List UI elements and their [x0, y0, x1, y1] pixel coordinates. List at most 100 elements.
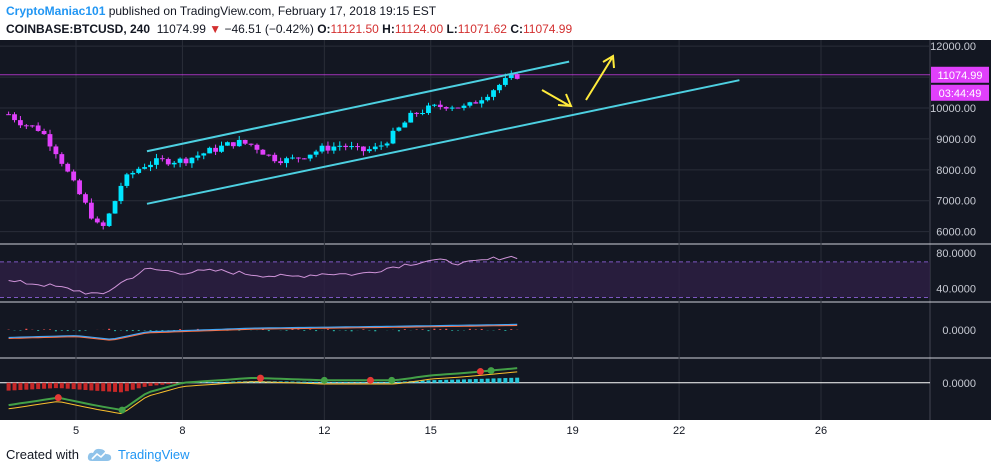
low-label: L: — [446, 22, 458, 36]
candle-body — [467, 102, 473, 106]
plot-background — [0, 40, 930, 420]
momentum-bar — [47, 382, 52, 389]
high-label: H: — [382, 22, 395, 36]
candle-body — [136, 168, 142, 173]
cross-dot — [118, 406, 126, 414]
chart-area[interactable]: 40.0000 80.0000 0.0000 0.0000 5 8 12 15 19 22 2… — [0, 40, 991, 440]
candle-body — [497, 84, 502, 91]
candle-body — [301, 158, 307, 160]
channel-upper-line — [146, 60, 570, 153]
x-tick-label: 22 — [673, 425, 685, 437]
candle-body — [479, 100, 485, 104]
created-with-text: Created with — [6, 447, 79, 462]
candle-body — [461, 105, 467, 108]
momentum-bar — [302, 381, 307, 383]
candle-body — [47, 134, 53, 147]
macd-tick-label: 0.0000 — [942, 325, 976, 337]
rsi-tick-label: 80.0000 — [936, 248, 976, 260]
symbol-label: COINBASE:BTCUSD, 240 — [6, 22, 151, 36]
x-tick-label: 15 — [425, 425, 437, 437]
price-tick-label: 7000.00 — [936, 196, 976, 208]
candle-body — [118, 185, 124, 202]
candle-body — [426, 105, 431, 114]
momentum-bar — [426, 380, 431, 383]
momentum-bar — [456, 379, 461, 383]
cross-dot — [487, 367, 495, 375]
rsi-tick-label: 40.0000 — [936, 284, 976, 296]
candle-body — [378, 145, 384, 147]
candle-body — [402, 122, 408, 128]
momentum-bar — [166, 382, 171, 385]
candle-body — [254, 144, 260, 150]
candle-body — [142, 167, 148, 169]
candle-body — [266, 154, 272, 156]
rsi-band — [0, 261, 930, 298]
momentum-bar — [24, 382, 29, 390]
momentum-bar — [438, 379, 443, 383]
candle-body — [319, 145, 325, 152]
momentum-bar — [95, 382, 100, 391]
momentum-bar — [385, 381, 390, 383]
candle-body — [230, 142, 236, 147]
candle-body — [71, 171, 77, 181]
candle-body — [284, 158, 289, 164]
candle-body — [372, 146, 378, 150]
momentum-bar — [373, 381, 378, 383]
momentum-bar — [461, 379, 466, 383]
price-axis-background — [930, 40, 991, 420]
low-value: 11071.62 — [457, 22, 507, 36]
momentum-pane: 0.0000 — [0, 367, 976, 415]
last-price-label: 11074.99 — [937, 70, 982, 82]
momentum-bar — [142, 382, 147, 387]
momentum-bar — [118, 382, 123, 393]
momentum-bar — [509, 377, 514, 383]
candle-body — [106, 213, 112, 226]
momentum-bar — [36, 382, 41, 390]
countdown-label: 03:44:49 — [939, 88, 982, 100]
candle-body — [236, 139, 242, 147]
candle-body — [295, 157, 301, 159]
price-change: −46.51 (−0.42%) — [224, 22, 314, 36]
published-text: published on TradingView.com, February 1… — [105, 4, 437, 18]
candle-body — [449, 107, 455, 109]
candle-body — [508, 74, 514, 79]
candle-body — [183, 158, 189, 164]
momentum-bar — [414, 380, 419, 383]
candle-body — [502, 78, 508, 85]
momentum-bar — [231, 381, 236, 383]
grid-lines — [0, 40, 930, 420]
open-value: 11121.50 — [330, 22, 379, 36]
macd-signal-line — [8, 324, 518, 341]
momentum-bar — [6, 382, 11, 391]
candle-body — [213, 147, 218, 152]
arrow-down-icon — [541, 89, 573, 108]
publish-line: CryptoManiac101 published on TradingView… — [6, 4, 436, 18]
axes: 5 8 12 15 19 22 26 6000.00 7000.00 8000.00 9000.00… — [73, 41, 989, 437]
footer: Created with TradingView — [0, 440, 991, 472]
x-tick-label: 12 — [318, 425, 330, 437]
author-link[interactable]: CryptoManiac101 — [6, 4, 106, 18]
momentum-bar — [59, 382, 64, 389]
candle-body — [337, 145, 343, 147]
x-tick-label: 8 — [179, 425, 185, 437]
candle-body — [53, 146, 59, 155]
cross-dot — [320, 376, 328, 384]
momentum-bar — [136, 382, 141, 389]
momentum-tick-label: 0.0000 — [942, 378, 976, 390]
cross-dot — [388, 376, 396, 384]
candle-body — [112, 201, 118, 214]
candle-body — [12, 114, 17, 121]
momentum-bar — [314, 381, 319, 383]
price-tick-label: 6000.00 — [936, 227, 976, 239]
tradingview-brand-link[interactable]: TradingView — [118, 447, 190, 462]
candle-body — [307, 154, 313, 159]
countdown-badge — [931, 84, 989, 101]
momentum-bar — [113, 382, 118, 392]
last-price: 11074.99 — [156, 22, 206, 36]
cross-dot — [366, 376, 374, 384]
tradingview-cloud-icon[interactable] — [86, 445, 114, 465]
candle-body — [331, 146, 337, 151]
candle-body — [414, 112, 420, 114]
cross-dot — [54, 394, 62, 402]
momentum-bar — [207, 382, 212, 383]
